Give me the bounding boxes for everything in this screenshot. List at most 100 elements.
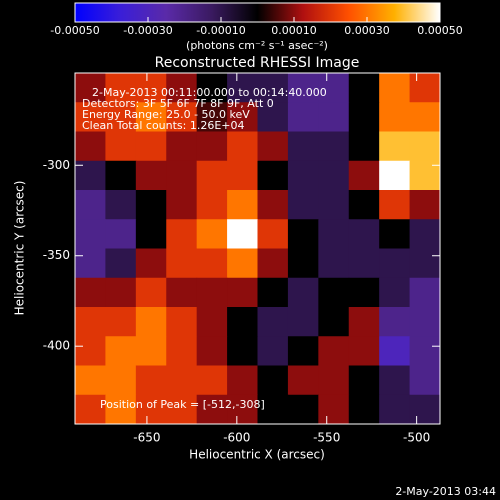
heatmap-cell bbox=[105, 394, 137, 425]
heatmap-cell bbox=[257, 190, 289, 220]
heatmap-cell bbox=[287, 394, 319, 425]
heatmap-cell bbox=[287, 307, 319, 337]
heatmap-cell bbox=[75, 73, 106, 103]
heatmap-cell bbox=[135, 394, 167, 425]
heatmap-cell bbox=[135, 190, 167, 220]
colorbar bbox=[74, 2, 441, 23]
heatmap-cell bbox=[348, 73, 380, 103]
y-tick-label: -300 bbox=[43, 158, 70, 172]
heatmap-cell bbox=[227, 394, 258, 425]
heatmap-cell bbox=[379, 394, 411, 425]
heatmap-cell bbox=[105, 131, 137, 162]
heatmap-cell bbox=[105, 307, 137, 337]
heatmap-cell bbox=[409, 219, 441, 249]
heatmap-cell bbox=[75, 307, 106, 337]
heatmap-cell bbox=[75, 102, 106, 132]
heatmap-cell bbox=[166, 131, 198, 162]
heatmap-cell bbox=[257, 336, 289, 366]
heatmap-cell bbox=[257, 277, 289, 308]
peak-label: Position of Peak = [-512,-308] bbox=[100, 398, 265, 411]
colorbar-tick-label: 0.00010 bbox=[271, 24, 317, 37]
annotation: Energy Range: 25.0 - 50.0 keV bbox=[82, 108, 250, 121]
heatmap-cell bbox=[318, 394, 350, 425]
heatmap-cell bbox=[196, 131, 228, 162]
heatmap-cell bbox=[348, 131, 380, 162]
heatmap-cell bbox=[227, 160, 258, 191]
heatmap-cell bbox=[348, 394, 380, 425]
y-tick-label: -350 bbox=[43, 248, 70, 262]
heatmap-cell bbox=[257, 307, 289, 337]
heatmap-cell bbox=[379, 190, 411, 220]
y-tick-label: -400 bbox=[43, 339, 70, 353]
heatmap-cell bbox=[227, 102, 258, 132]
heatmap-cell bbox=[75, 365, 106, 396]
heatmap-cell bbox=[105, 365, 137, 396]
heatmap-cell bbox=[409, 73, 441, 103]
heatmap-cell bbox=[379, 307, 411, 337]
heatmap-cell bbox=[287, 73, 319, 103]
heatmap-cell bbox=[166, 219, 198, 249]
plot-frame bbox=[74, 72, 441, 425]
heatmap-cell bbox=[287, 102, 319, 132]
heatmap-cell bbox=[318, 160, 350, 191]
heatmap-cell bbox=[348, 248, 380, 279]
heatmap-cell bbox=[287, 160, 319, 191]
heatmap-cell bbox=[379, 248, 411, 279]
heatmap-cell bbox=[318, 219, 350, 249]
heatmap-cell bbox=[105, 219, 137, 249]
x-tick-label: -600 bbox=[223, 431, 250, 445]
heatmap-cell bbox=[196, 102, 228, 132]
heatmap-cell bbox=[379, 73, 411, 103]
heatmap-cell bbox=[379, 365, 411, 396]
heatmap-cell bbox=[135, 73, 167, 103]
heatmap-cell bbox=[135, 248, 167, 279]
heatmap-cell bbox=[135, 307, 167, 337]
heatmap-cell bbox=[166, 277, 198, 308]
heatmap-cell bbox=[166, 160, 198, 191]
heatmap-cell bbox=[166, 307, 198, 337]
heatmap-cell bbox=[196, 190, 228, 220]
colorbar-label: (photons cm⁻² s⁻¹ asec⁻²) bbox=[186, 39, 328, 52]
heatmap-cell bbox=[75, 277, 106, 308]
y-axis-label: Heliocentric Y (arcsec) bbox=[13, 181, 27, 316]
heatmap-cell bbox=[287, 248, 319, 279]
annotation: 2-May-2013 00:11:00.000 to 00:14:40.000 bbox=[92, 86, 327, 99]
colorbar-tick-label: -0.00050 bbox=[50, 24, 99, 37]
heatmap-cell bbox=[227, 190, 258, 220]
heatmap-cell bbox=[379, 102, 411, 132]
heatmap-cell bbox=[196, 219, 228, 249]
chart-title: Reconstructed RHESSI Image bbox=[155, 55, 360, 71]
heatmap-cell bbox=[318, 131, 350, 162]
heatmap-cell bbox=[409, 336, 441, 366]
heatmap-cell bbox=[135, 219, 167, 249]
heatmap-cell bbox=[196, 365, 228, 396]
heatmap-cell bbox=[318, 365, 350, 396]
heatmap-cell bbox=[257, 365, 289, 396]
heatmap-cell bbox=[166, 73, 198, 103]
heatmap-cell bbox=[135, 131, 167, 162]
heatmap-cell bbox=[166, 365, 198, 396]
heatmap-cell bbox=[166, 336, 198, 366]
heatmap-cell bbox=[257, 102, 289, 132]
heatmap-cell bbox=[227, 73, 258, 103]
heatmap-cell bbox=[75, 219, 106, 249]
heatmap-cell bbox=[196, 336, 228, 366]
heatmap-cell bbox=[166, 190, 198, 220]
heatmap-cell bbox=[409, 102, 441, 132]
heatmap-cell bbox=[409, 248, 441, 279]
heatmap-cell bbox=[409, 190, 441, 220]
heatmap-cell bbox=[135, 277, 167, 308]
heatmap-cell bbox=[348, 190, 380, 220]
heatmap-cell bbox=[348, 160, 380, 191]
heatmap-cell bbox=[105, 73, 137, 103]
colorbar-tick-label: -0.00010 bbox=[196, 24, 245, 37]
heatmap-cell bbox=[227, 336, 258, 366]
heatmap-cell bbox=[379, 277, 411, 308]
heatmap-cell bbox=[196, 394, 228, 425]
heatmap-cell bbox=[348, 277, 380, 308]
heatmap-cell bbox=[227, 219, 258, 249]
heatmap-cell bbox=[135, 365, 167, 396]
heatmap-cell bbox=[75, 336, 106, 366]
heatmap-cell bbox=[227, 248, 258, 279]
